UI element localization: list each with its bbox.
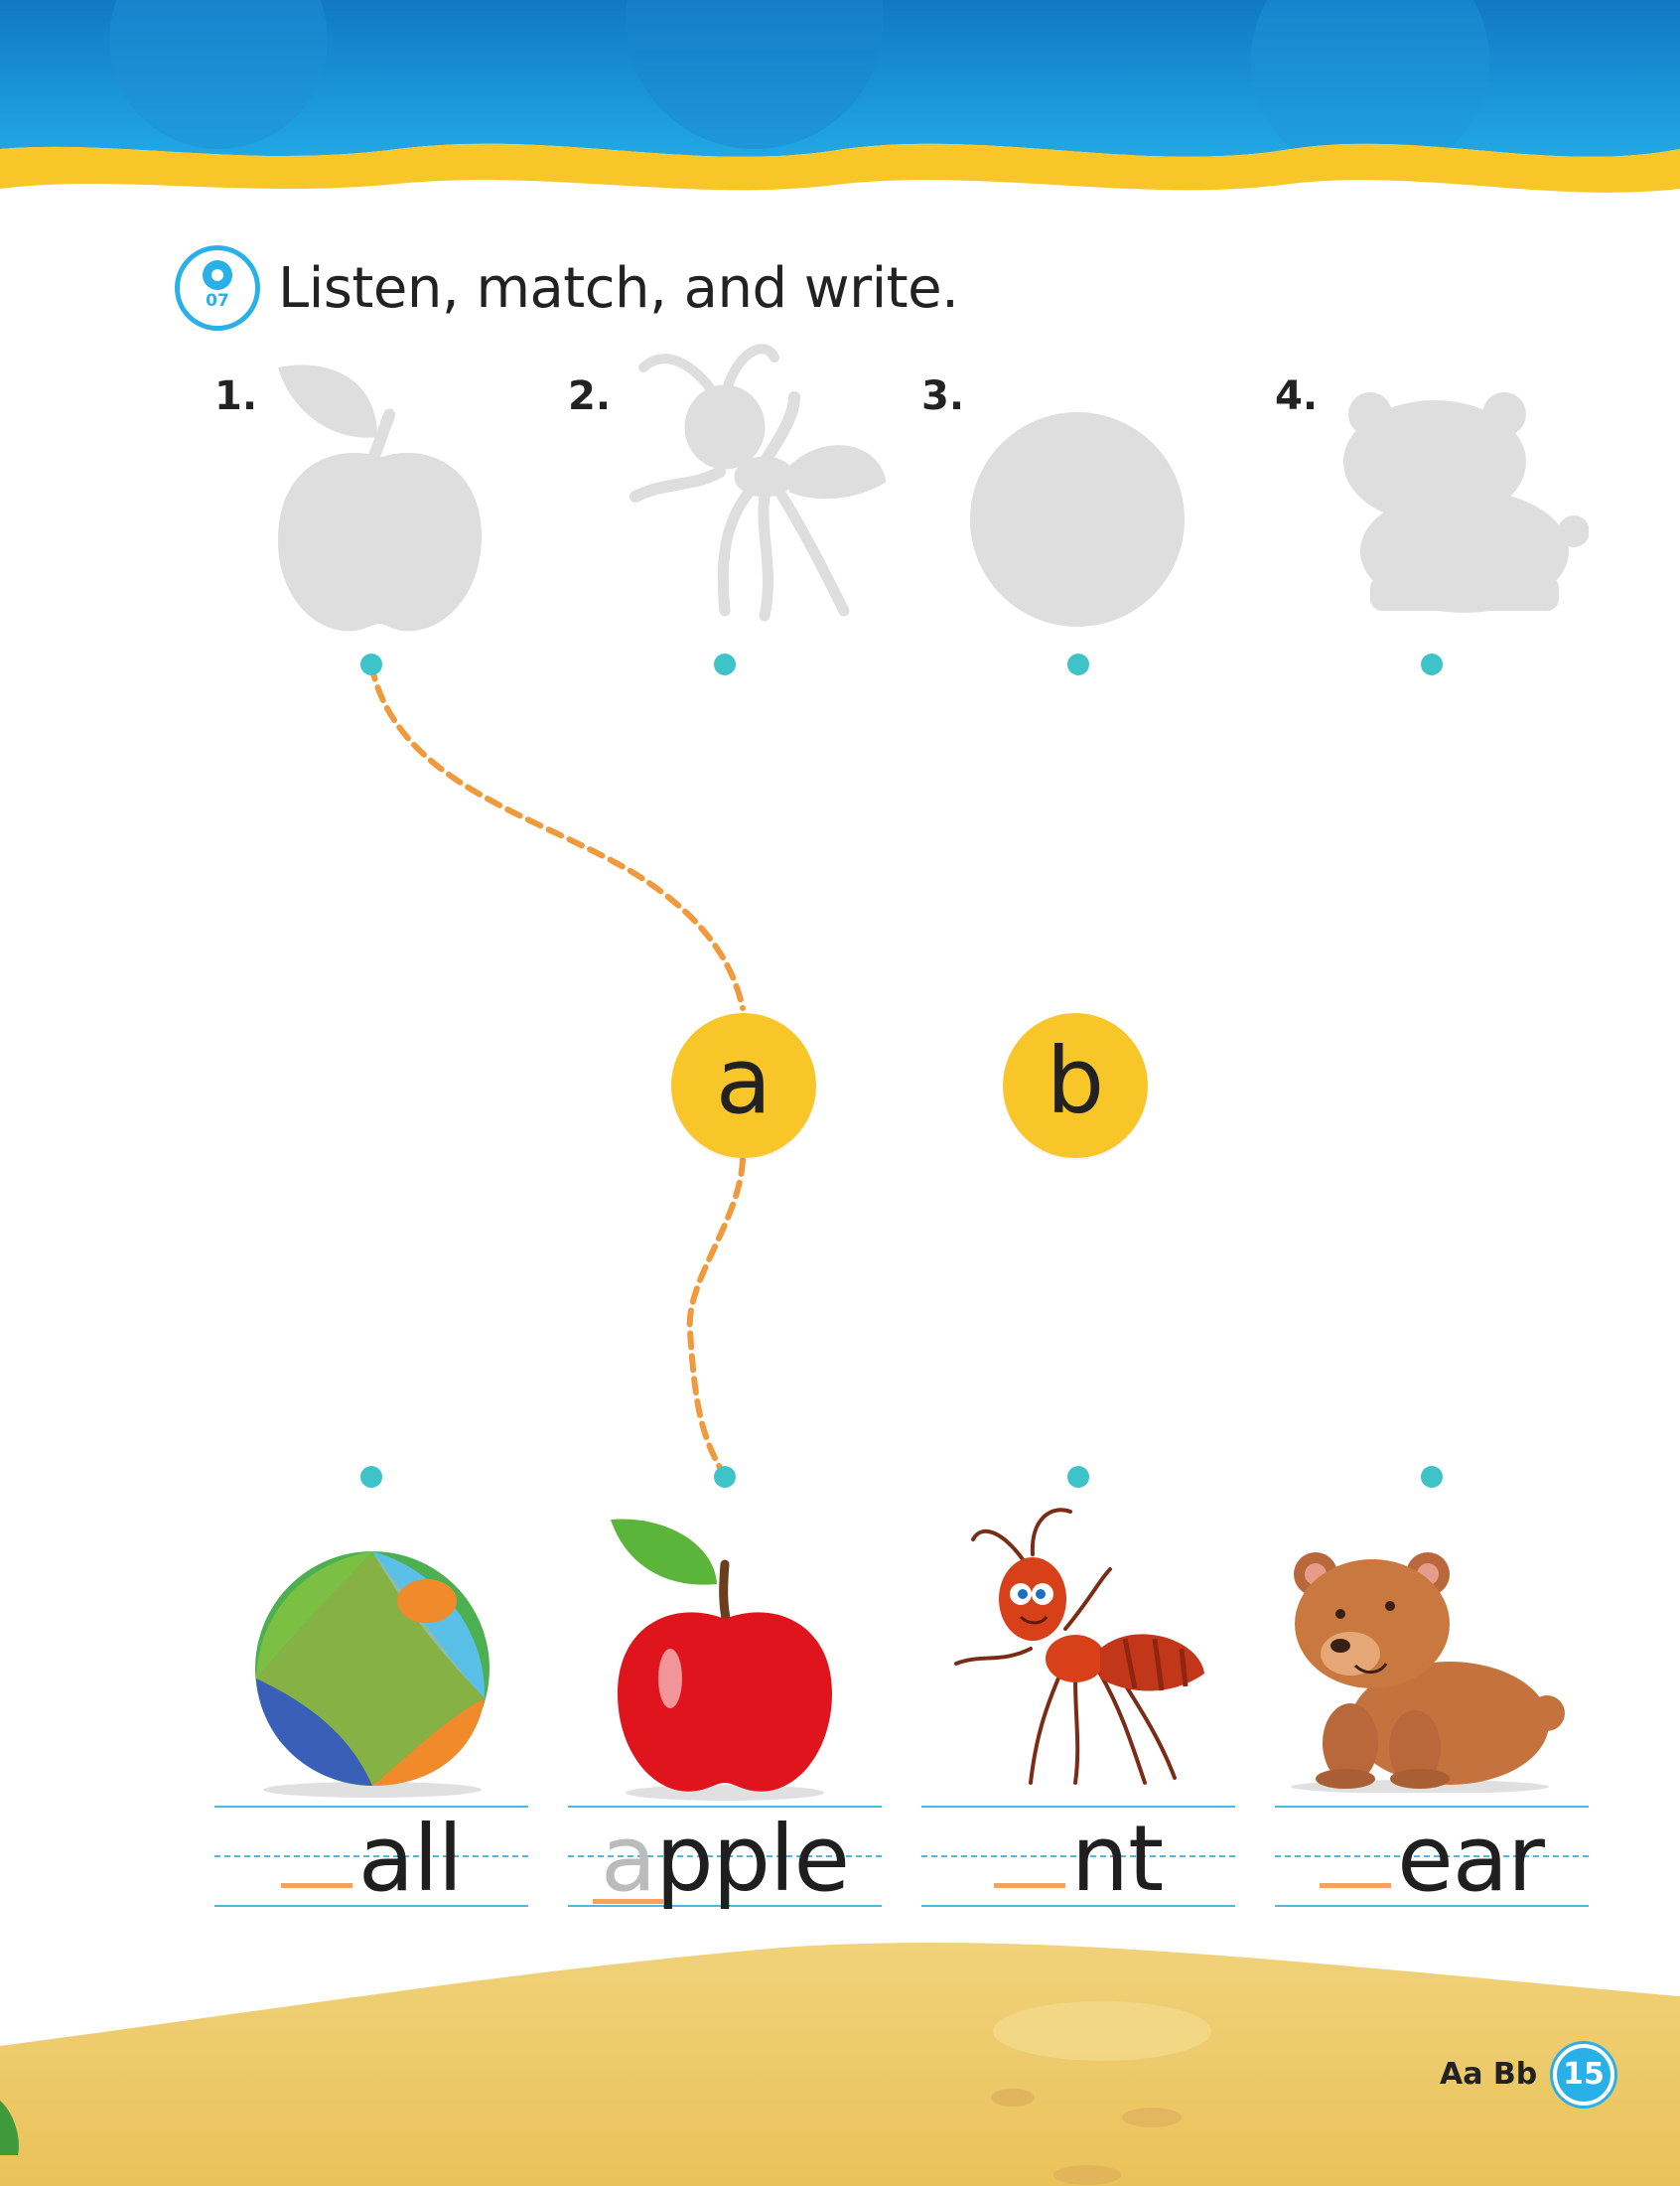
word-rest: all <box>357 1806 463 1912</box>
match-dot-top-4[interactable] <box>1421 654 1443 675</box>
beach-ball-picture <box>255 1551 490 1798</box>
word-rest: nt <box>1070 1806 1164 1912</box>
red-apple-picture <box>611 1519 832 1801</box>
sand-footer <box>0 1943 1680 2186</box>
match-dot-top-2[interactable] <box>714 654 736 675</box>
brown-bear-picture <box>1291 1552 1565 1793</box>
ant-silhouette-icon <box>630 344 887 622</box>
letter-blank[interactable] <box>993 1883 1065 1888</box>
letter-a-label: a <box>715 1028 772 1134</box>
write-line-ant[interactable]: nt <box>921 1806 1235 1915</box>
footer-letters: Aa Bb <box>1440 2057 1538 2092</box>
write-line-bear[interactable]: ear <box>1275 1806 1589 1915</box>
line-top <box>1275 1806 1589 1808</box>
word-apple: apple <box>568 1814 882 1905</box>
word-ball: all <box>214 1814 528 1905</box>
word-ant: nt <box>921 1814 1235 1905</box>
match-dot-bottom-4[interactable] <box>1421 1466 1443 1488</box>
line-base <box>921 1905 1235 1907</box>
ball-silhouette-icon <box>970 412 1185 627</box>
match-dot-bottom-1[interactable] <box>360 1466 382 1488</box>
exercise-header: 07 Listen, match, and write. <box>175 238 959 338</box>
track-number: 07 <box>206 291 229 311</box>
instruction-text: Listen, match, and write. <box>278 255 959 321</box>
match-dot-bottom-3[interactable] <box>1067 1466 1089 1488</box>
item-number-3: 3. <box>921 373 965 419</box>
line-top <box>921 1806 1235 1808</box>
line-base <box>1275 1905 1589 1907</box>
letter-blank[interactable] <box>280 1883 352 1888</box>
line-top <box>568 1806 882 1808</box>
item-number-2: 2. <box>568 373 612 419</box>
line-mid <box>921 1855 1235 1857</box>
line-base <box>568 1905 882 1907</box>
cd-audio-icon[interactable]: 07 <box>175 245 260 331</box>
page-number: 15 <box>1563 2057 1605 2092</box>
write-line-ball[interactable]: all <box>214 1806 528 1915</box>
red-ant-picture <box>954 1508 1204 1785</box>
header-wave <box>0 0 1680 193</box>
apple-silhouette-icon <box>277 364 482 632</box>
line-mid <box>214 1855 528 1857</box>
write-line-apple[interactable]: apple <box>568 1806 882 1915</box>
item-number-1: 1. <box>214 373 258 419</box>
match-dot-bottom-2[interactable] <box>714 1466 736 1488</box>
bear-silhouette-icon <box>1343 392 1589 613</box>
traced-letter: a <box>600 1806 656 1912</box>
word-bear: ear <box>1275 1814 1589 1905</box>
word-rest: pple <box>655 1806 850 1912</box>
match-dot-top-1[interactable] <box>360 654 382 675</box>
word-rest: ear <box>1397 1806 1545 1912</box>
line-mid <box>568 1855 882 1857</box>
item-number-4: 4. <box>1275 373 1319 419</box>
line-base <box>214 1905 528 1907</box>
example-match-line <box>368 662 746 1479</box>
line-mid <box>1275 1855 1589 1857</box>
letter-option-a[interactable]: a <box>671 1013 816 1158</box>
letter-b-label: b <box>1046 1028 1105 1134</box>
match-dot-top-3[interactable] <box>1067 654 1089 675</box>
page-number-badge: 15 <box>1553 2044 1614 2106</box>
letter-blank[interactable] <box>1320 1883 1392 1888</box>
letter-option-b[interactable]: b <box>1003 1013 1148 1158</box>
disc-icon <box>203 260 232 290</box>
line-top <box>214 1806 528 1808</box>
